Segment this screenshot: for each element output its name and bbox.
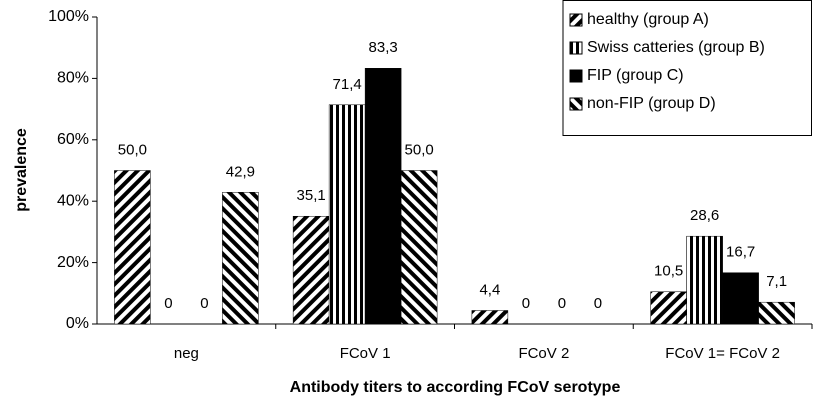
bar — [292, 215, 330, 325]
bar — [222, 192, 259, 325]
value-label: 10,5 — [654, 263, 683, 280]
x-tick-label: FCoV 1= FCoV 2 — [665, 345, 780, 362]
legend-swatch — [569, 13, 583, 27]
x-tick-label: neg — [174, 345, 199, 362]
value-label: 83,3 — [369, 39, 398, 56]
legend-label: healthy (group A) — [587, 11, 709, 28]
value-label: 0 — [558, 295, 566, 312]
legend-label: Swiss catteries (group B) — [587, 39, 765, 56]
legend-label: FIP (group C) — [587, 67, 684, 84]
x-tick-label: FCoV 2 — [518, 345, 569, 362]
y-tick-label: 100% — [48, 8, 89, 25]
y-axis-title: prevalence — [13, 128, 30, 212]
x-axis-title: Antibody titers to according FCoV seroty… — [290, 379, 621, 396]
value-label: 35,1 — [297, 187, 326, 204]
y-tick-label: 20% — [57, 254, 89, 271]
value-label: 71,4 — [333, 76, 362, 93]
bar — [722, 272, 759, 325]
value-label: 0 — [164, 295, 172, 312]
bar — [650, 291, 687, 325]
bar — [328, 104, 366, 325]
value-label: 16,7 — [726, 244, 755, 261]
legend-label: non-FIP (group D) — [587, 95, 716, 112]
y-tick-label: 0% — [66, 315, 89, 332]
bar — [686, 235, 723, 325]
legend-box — [562, 0, 812, 136]
value-label: 0 — [522, 295, 530, 312]
legend-swatch — [569, 69, 583, 83]
value-label: 0 — [200, 295, 208, 312]
y-tick-label: 40% — [57, 192, 89, 209]
value-label: 7,1 — [766, 273, 787, 290]
bar — [758, 301, 795, 325]
x-tick-label: FCoV 1 — [340, 345, 391, 362]
value-label: 42,9 — [226, 163, 255, 180]
value-label: 50,0 — [405, 141, 434, 158]
value-label: 4,4 — [479, 281, 500, 298]
y-tick-label: 60% — [57, 131, 89, 148]
bar — [471, 310, 509, 325]
value-label: 0 — [594, 295, 602, 312]
value-label: 50,0 — [118, 141, 147, 158]
value-label: 28,6 — [690, 207, 719, 224]
bar — [114, 170, 151, 325]
bar — [364, 68, 402, 325]
legend-swatch — [569, 97, 583, 111]
y-tick-label: 80% — [57, 70, 89, 87]
bar — [400, 170, 438, 325]
legend-swatch — [569, 41, 583, 55]
